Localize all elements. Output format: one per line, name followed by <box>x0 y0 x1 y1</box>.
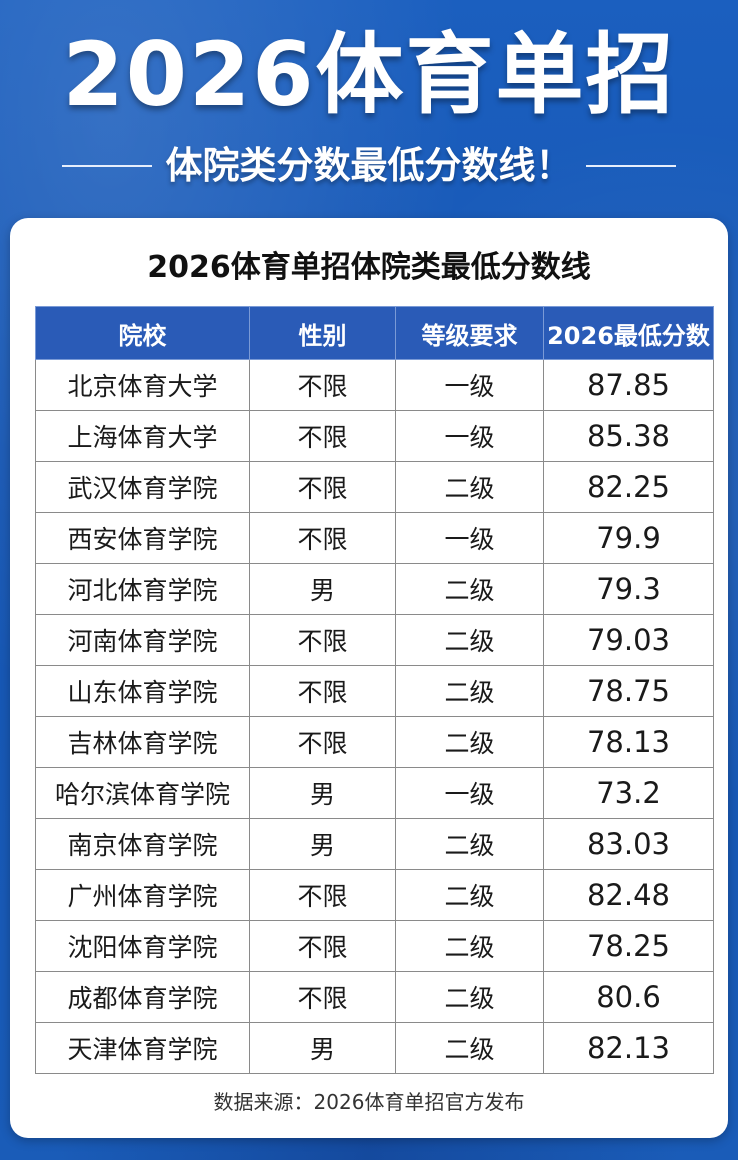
cell-score: 83.03 <box>543 818 714 870</box>
table-row: 成都体育学院 不限 二级 80.6 <box>35 971 714 1023</box>
cell-gender: 男 <box>249 1022 396 1074</box>
table-title: 2026体育单招体院类最低分数线 <box>147 250 591 285</box>
cell-level: 二级 <box>395 665 544 717</box>
cell-score: 82.13 <box>543 1022 714 1074</box>
column-header-level: 等级要求 <box>395 306 544 360</box>
cell-gender: 男 <box>249 767 396 819</box>
cell-gender: 男 <box>249 818 396 870</box>
cell-score: 82.48 <box>543 869 714 921</box>
table-row: 武汉体育学院 不限 二级 82.25 <box>35 461 714 513</box>
cell-level: 二级 <box>395 563 544 615</box>
cell-score: 73.2 <box>543 767 714 819</box>
cell-score: 80.6 <box>543 971 714 1023</box>
cell-level: 二级 <box>395 971 544 1023</box>
cell-level: 二级 <box>395 614 544 666</box>
cell-level: 二级 <box>395 818 544 870</box>
cell-school: 广州体育学院 <box>35 869 250 921</box>
table-row: 南京体育学院男二级 83.03 <box>35 818 714 870</box>
table-row: 北京体育大学 不限 一级 87.85 <box>35 359 714 411</box>
cell-gender: 不限 <box>249 359 396 411</box>
cell-school: 上海体育大学 <box>35 410 250 462</box>
cell-school: 河北体育学院 <box>35 563 250 615</box>
cell-school: 北京体育大学 <box>35 359 250 411</box>
cell-level: 二级 <box>395 869 544 921</box>
cell-gender: 不限 <box>249 920 396 972</box>
cell-score: 79.3 <box>543 563 714 615</box>
cell-gender: 不限 <box>249 665 396 717</box>
column-header-score: 2026最低分数 <box>543 306 714 360</box>
cell-level: 二级 <box>395 716 544 768</box>
cell-gender: 男 <box>249 563 396 615</box>
cell-score: 79.9 <box>543 512 714 564</box>
cell-gender: 不限 <box>249 869 396 921</box>
subtitle-rule-left <box>62 165 152 167</box>
table-row: 吉林体育学院 不限 二级 78.13 <box>35 716 714 768</box>
cell-level: 二级 <box>395 920 544 972</box>
cell-gender: 不限 <box>249 614 396 666</box>
cell-gender: 不限 <box>249 716 396 768</box>
cell-score: 78.13 <box>543 716 714 768</box>
cell-score: 85.38 <box>543 410 714 462</box>
cell-school: 沈阳体育学院 <box>35 920 250 972</box>
cell-school: 西安体育学院 <box>35 512 250 564</box>
cell-school: 天津体育学院 <box>35 1022 250 1074</box>
cell-level: 一级 <box>395 359 544 411</box>
cell-school: 吉林体育学院 <box>35 716 250 768</box>
table-row: 河北体育学院男二级 79.3 <box>35 563 714 615</box>
table-row: 西安体育学院 不限 一级 79.9 <box>35 512 714 564</box>
table-header-row: 院校 性别 等级要求 2026最低分数 <box>35 306 714 360</box>
cell-gender: 不限 <box>249 971 396 1023</box>
cell-score: 78.25 <box>543 920 714 972</box>
cell-school: 南京体育学院 <box>35 818 250 870</box>
score-table: 院校 性别 等级要求 2026最低分数 北京体育大学 不限 一级 87.85 上海体育大… <box>35 306 714 1074</box>
subtitle-rule-right <box>586 165 676 167</box>
cell-gender: 不限 <box>249 461 396 513</box>
cell-school: 河南体育学院 <box>35 614 250 666</box>
table-body: 北京体育大学 不限 一级 87.85 上海体育大学 不限 一级 85.38 武汉体育学院 不限 二级… <box>35 359 714 1074</box>
cell-school: 成都体育学院 <box>35 971 250 1023</box>
cell-school: 武汉体育学院 <box>35 461 250 513</box>
subtitle-row: 体院类分数最低分数线！ <box>0 138 738 194</box>
table-row: 河南体育学院 不限 二级 79.03 <box>35 614 714 666</box>
page-title: 2026体育单招 <box>62 23 676 126</box>
cell-score: 87.85 <box>543 359 714 411</box>
cell-gender: 不限 <box>249 410 396 462</box>
table-row: 哈尔滨体育学院男一级 73.2 <box>35 767 714 819</box>
table-row: 广州体育学院 不限 二级 82.48 <box>35 869 714 921</box>
table-row: 山东体育学院 不限 二级 78.75 <box>35 665 714 717</box>
table-row: 上海体育大学 不限 一级 85.38 <box>35 410 714 462</box>
table-row: 沈阳体育学院 不限 二级 78.25 <box>35 920 714 972</box>
data-source-note: 数据来源：2026体育单招官方发布 <box>213 1090 525 1114</box>
cell-level: 一级 <box>395 512 544 564</box>
cell-score: 79.03 <box>543 614 714 666</box>
cell-level: 一级 <box>395 767 544 819</box>
score-card: 2026体育单招体院类最低分数线 院校 性别 等级要求 2026最低分数 北京体… <box>10 218 728 1138</box>
cell-score: 78.75 <box>543 665 714 717</box>
cell-gender: 不限 <box>249 512 396 564</box>
cell-school: 哈尔滨体育学院 <box>35 767 250 819</box>
column-header-gender: 性别 <box>249 306 396 360</box>
cell-level: 二级 <box>395 1022 544 1074</box>
cell-level: 一级 <box>395 410 544 462</box>
page-subtitle: 体院类分数最低分数线！ <box>165 144 573 187</box>
cell-school: 山东体育学院 <box>35 665 250 717</box>
table-row: 天津体育学院男二级 82.13 <box>35 1022 714 1074</box>
cell-score: 82.25 <box>543 461 714 513</box>
column-header-school: 院校 <box>35 306 250 360</box>
cell-level: 二级 <box>395 461 544 513</box>
